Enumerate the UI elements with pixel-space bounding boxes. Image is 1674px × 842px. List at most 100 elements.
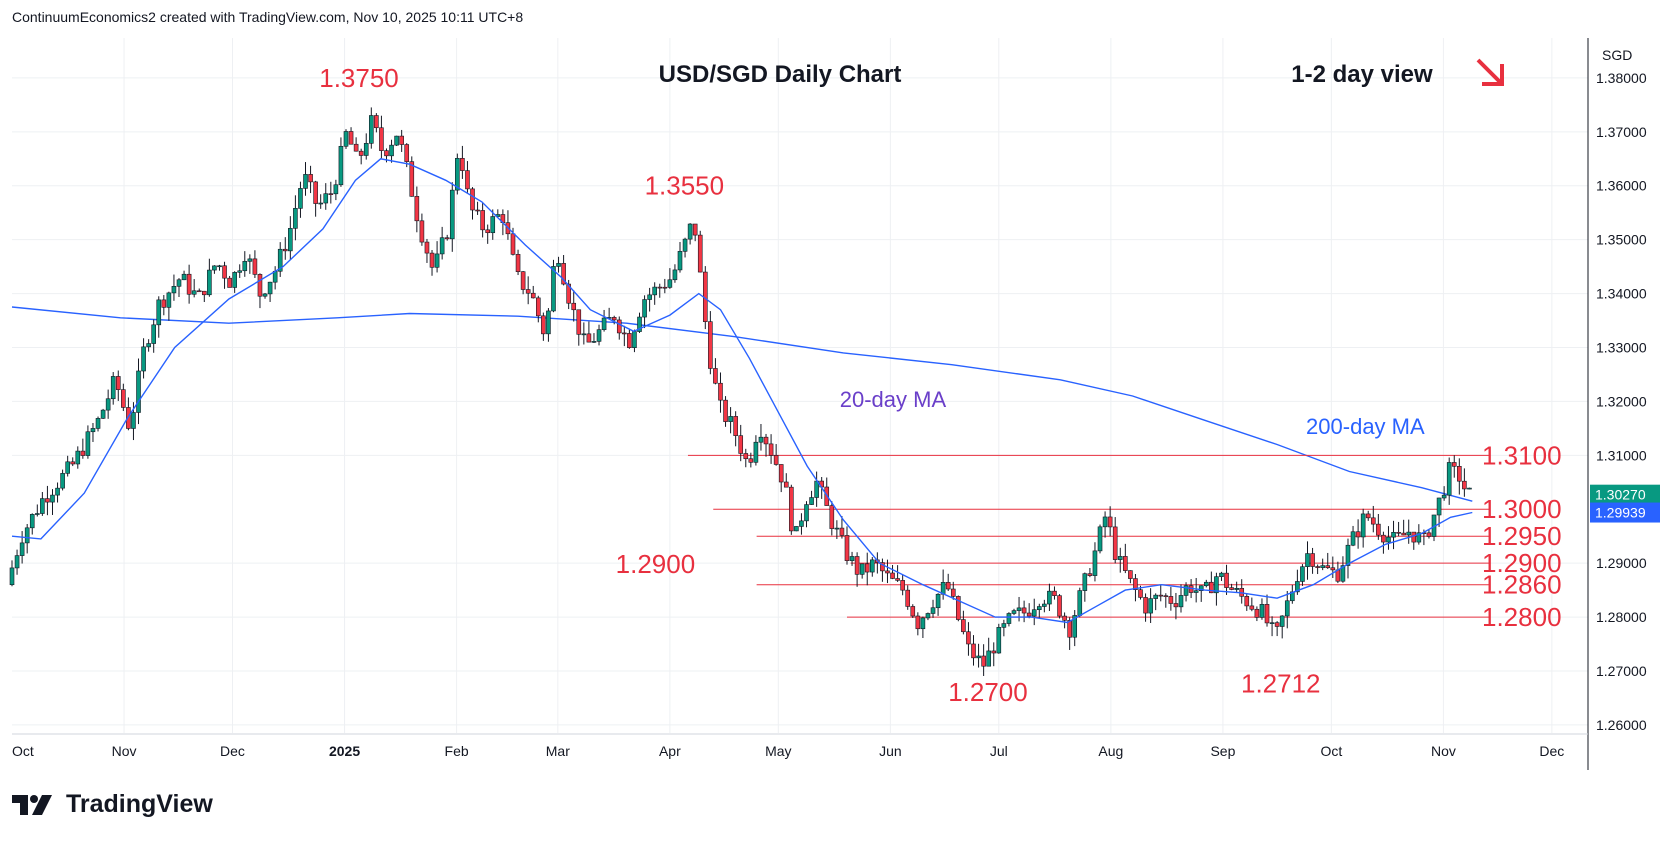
candle bbox=[1117, 547, 1123, 573]
candle-body bbox=[343, 131, 349, 147]
candle bbox=[50, 489, 55, 515]
candle bbox=[232, 271, 237, 293]
candle bbox=[328, 181, 334, 204]
candle-body bbox=[692, 223, 698, 236]
candle-body bbox=[65, 461, 70, 474]
candle bbox=[1239, 579, 1245, 604]
candle-body bbox=[1011, 610, 1017, 614]
candle bbox=[692, 223, 698, 242]
candle bbox=[1320, 558, 1325, 571]
candle-body bbox=[1133, 578, 1138, 590]
candle bbox=[394, 135, 399, 146]
candle bbox=[768, 434, 774, 464]
candle-body bbox=[1229, 587, 1234, 590]
candle bbox=[1082, 572, 1088, 602]
candle bbox=[1234, 581, 1239, 593]
candle-body bbox=[1325, 565, 1331, 569]
last-price-badge-text: 1.30270 bbox=[1595, 487, 1646, 503]
candle bbox=[900, 574, 905, 596]
candle-body bbox=[1042, 603, 1047, 607]
candlestick-series[interactable] bbox=[9, 107, 1472, 676]
candle-body bbox=[80, 450, 86, 456]
candle bbox=[439, 226, 445, 260]
candle-body bbox=[728, 416, 733, 422]
candle bbox=[789, 484, 794, 535]
candle bbox=[1173, 592, 1179, 620]
candle-body bbox=[389, 144, 394, 157]
candle bbox=[1396, 521, 1401, 537]
candle bbox=[227, 275, 232, 288]
candle bbox=[434, 241, 440, 273]
candle bbox=[1209, 571, 1214, 594]
x-tick-label: Jun bbox=[879, 743, 902, 759]
candle-body bbox=[799, 520, 804, 527]
candle-body bbox=[920, 617, 926, 630]
candle bbox=[424, 238, 430, 263]
level-label: 1.3000 bbox=[1482, 494, 1562, 524]
candle-body bbox=[455, 158, 460, 191]
candle bbox=[895, 565, 900, 582]
candle bbox=[65, 455, 70, 477]
candle-body bbox=[257, 274, 263, 297]
candle-body bbox=[667, 279, 673, 288]
candle bbox=[1300, 564, 1305, 586]
y-tick-label: 1.33000 bbox=[1596, 339, 1647, 355]
candle bbox=[1112, 517, 1118, 564]
x-tick-label: 2025 bbox=[329, 743, 360, 759]
candle bbox=[338, 137, 344, 187]
candle bbox=[662, 278, 668, 294]
candle bbox=[1355, 519, 1361, 549]
candle-body bbox=[1209, 581, 1214, 594]
candle-body bbox=[915, 615, 921, 630]
candle-body bbox=[399, 135, 404, 145]
candle-body bbox=[1163, 595, 1169, 597]
candle-body bbox=[1426, 532, 1432, 537]
candle-body bbox=[1279, 615, 1285, 627]
candle bbox=[333, 179, 339, 201]
candle bbox=[976, 643, 981, 668]
candle bbox=[247, 254, 253, 274]
candle-body bbox=[1330, 567, 1336, 571]
price-annotation: 1.2712 bbox=[1241, 669, 1321, 699]
candle-body bbox=[176, 279, 182, 287]
candle-body bbox=[1016, 607, 1022, 611]
ma20-layer bbox=[11, 158, 1473, 624]
candle-body bbox=[1249, 605, 1255, 610]
candle bbox=[146, 339, 151, 352]
candle-body bbox=[697, 234, 703, 273]
candle-body bbox=[1254, 608, 1260, 618]
candle bbox=[773, 444, 779, 466]
candle-body bbox=[561, 263, 566, 285]
candle bbox=[379, 115, 384, 159]
candle-body bbox=[1214, 576, 1219, 594]
candle bbox=[303, 162, 308, 196]
candle bbox=[642, 295, 647, 329]
candle bbox=[176, 278, 182, 298]
candle-body bbox=[404, 144, 410, 162]
candle-body bbox=[1102, 516, 1108, 528]
candle bbox=[277, 242, 283, 277]
candle bbox=[1097, 524, 1103, 554]
candle bbox=[126, 397, 131, 431]
candle bbox=[854, 552, 860, 587]
candle-body bbox=[935, 593, 941, 609]
candle bbox=[1279, 615, 1285, 639]
candle bbox=[829, 501, 835, 536]
candle bbox=[935, 593, 941, 616]
candle-body bbox=[191, 290, 197, 295]
candle-body bbox=[1345, 544, 1351, 566]
candle-body bbox=[1234, 588, 1239, 590]
candle bbox=[1224, 564, 1229, 595]
candle bbox=[713, 358, 718, 385]
candle bbox=[90, 423, 96, 442]
candle-body bbox=[29, 514, 35, 529]
candle bbox=[1350, 525, 1356, 547]
chart-subtitle: 1-2 day view bbox=[1291, 61, 1433, 88]
candle-body bbox=[181, 273, 187, 281]
candle-body bbox=[85, 431, 91, 456]
y-tick-label: 1.28000 bbox=[1596, 609, 1647, 625]
tradingview-logo[interactable]: TradingView bbox=[12, 790, 213, 819]
candle bbox=[1310, 547, 1315, 574]
candle-body bbox=[945, 582, 951, 590]
